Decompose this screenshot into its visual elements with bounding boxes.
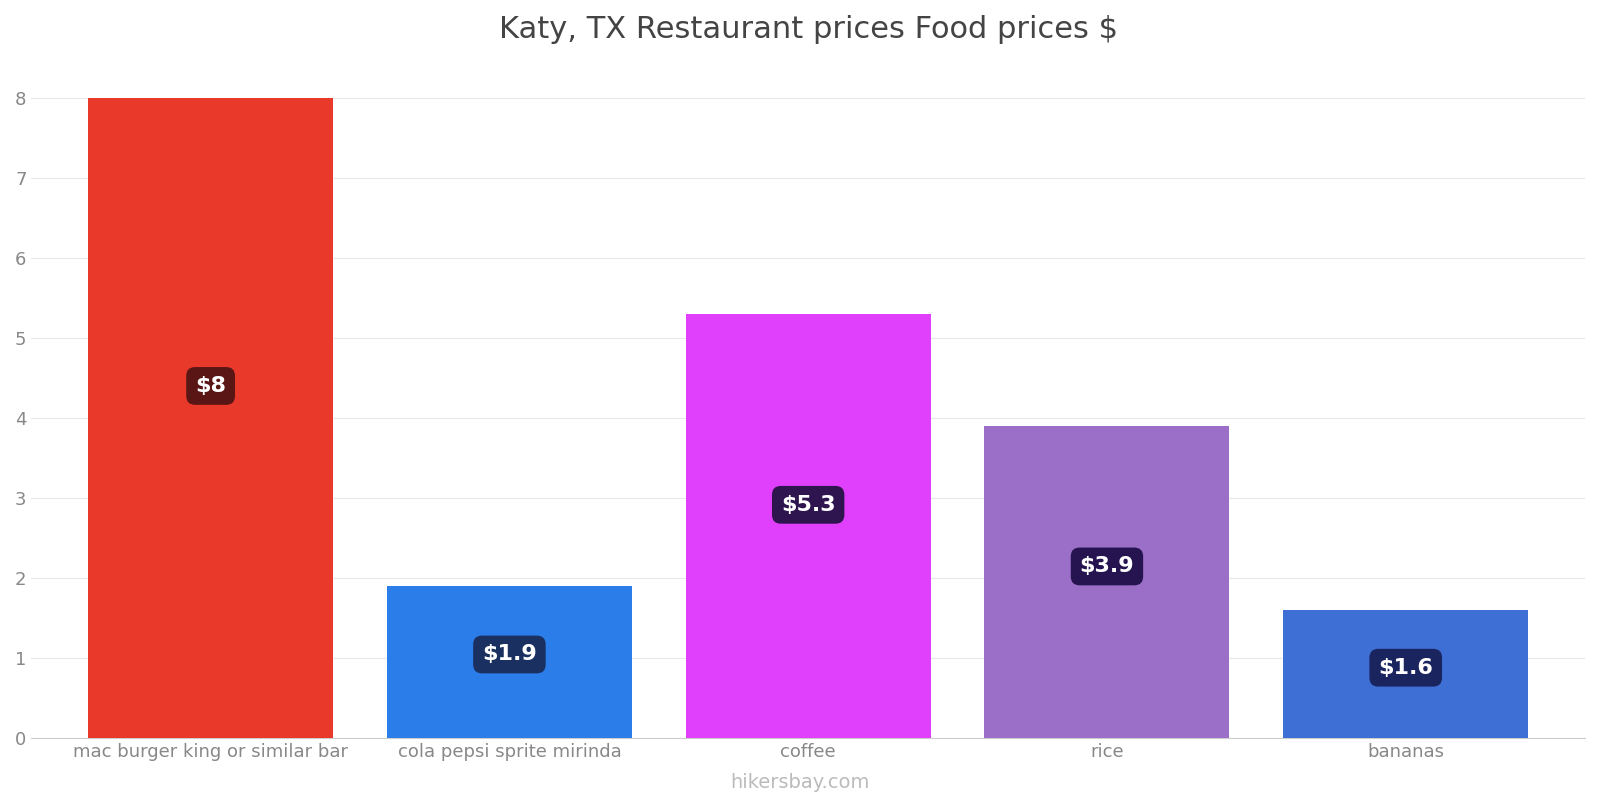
Bar <box>984 426 1229 738</box>
Bar <box>387 586 632 738</box>
Text: $1.9: $1.9 <box>482 645 536 665</box>
Bar <box>1283 610 1528 738</box>
Text: $1.6: $1.6 <box>1378 658 1434 678</box>
Bar <box>88 98 333 738</box>
Text: $3.9: $3.9 <box>1080 557 1134 577</box>
Text: hikersbay.com: hikersbay.com <box>730 773 870 792</box>
Title: Katy, TX Restaurant prices Food prices $: Katy, TX Restaurant prices Food prices $ <box>499 15 1118 44</box>
Text: $5.3: $5.3 <box>781 495 835 515</box>
Text: $8: $8 <box>195 376 226 396</box>
Bar <box>686 314 931 738</box>
